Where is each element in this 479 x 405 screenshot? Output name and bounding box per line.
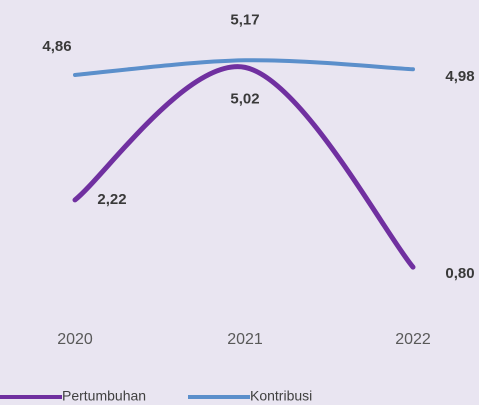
legend-label: Kontribusi — [250, 388, 312, 404]
line — [73, 58, 415, 77]
x-tick-label: 2021 — [227, 331, 263, 348]
data-label: 5,02 — [230, 90, 259, 107]
data-label: 4,86 — [42, 38, 71, 55]
x-tick-label: 2022 — [395, 331, 431, 348]
data-label: 5,17 — [230, 11, 259, 28]
line — [72, 64, 416, 270]
data-label: 0,80 — [445, 265, 474, 282]
data-label: 4,98 — [445, 68, 474, 85]
x-tick-label: 2020 — [57, 331, 93, 348]
legend-label: Pertumbuhan — [62, 388, 146, 404]
data-label: 2,22 — [97, 191, 126, 208]
